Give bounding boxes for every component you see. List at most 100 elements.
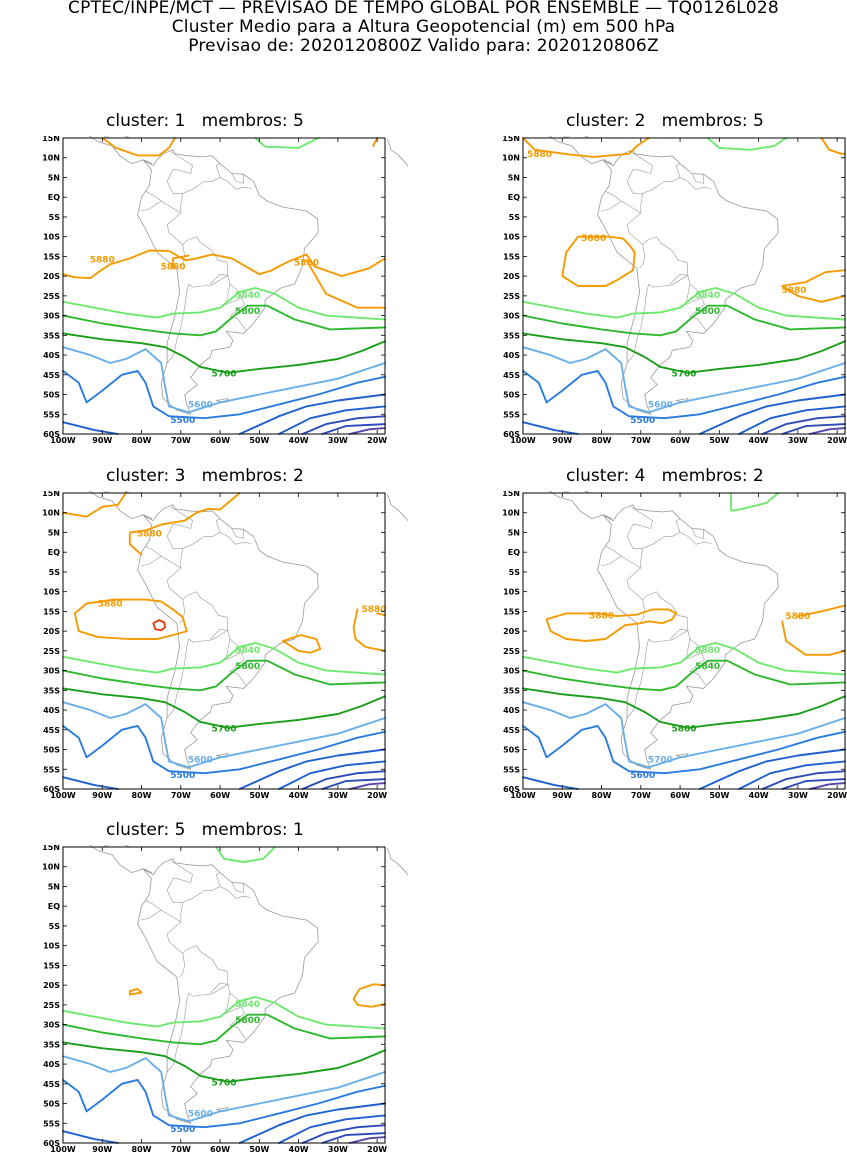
country-border [166,283,189,364]
central-america-coast [88,491,153,520]
contour-label: 5880 [137,529,162,539]
contour-label: 5880 [695,646,720,656]
contour-5880 [376,612,386,617]
longitude-tick-label: 60W [210,1145,230,1154]
latitude-tick-label: 25S [43,647,60,656]
latitude-tick-label: 40S [503,351,520,360]
contour-5400 [238,748,386,790]
longitude-tick-label: 80W [132,791,152,800]
latitude-tick-label: 10S [43,942,60,951]
country-border [145,900,162,911]
contour-5500 [522,369,846,420]
forecast-validity-line: Previsao de: 2020120800Z Valido para: 20… [188,36,659,56]
contour-label: 5840 [235,1000,260,1010]
country-border [188,982,229,997]
latitude-tick-label: 60S [43,1139,60,1148]
longitude-tick-label: 100W [510,791,536,800]
latitude-tick-label: 25S [503,292,520,301]
country-border [231,173,244,184]
latitude-tick-label: 30S [43,312,60,321]
latitude-tick-label: 25S [43,1001,60,1010]
map-frame [62,492,386,790]
contour-5700 [62,687,386,729]
latitude-tick-label: 10S [503,588,520,597]
central-america-coast [548,136,613,165]
longitude-tick-label: 90W [552,791,572,800]
latitude-tick-label: 30S [43,1021,60,1030]
contour-5880 [172,254,190,270]
contour-5400 [278,1114,386,1144]
cluster-panel-title: cluster: 5 membros: 1 [106,820,304,840]
latitude-tick-label: 50S [43,746,60,755]
contour-label: 5500 [170,771,195,781]
contour-5400 [238,1102,386,1144]
country-border [145,191,162,202]
latitude-tick-label: 35S [43,1040,60,1049]
contour-5600 [62,701,386,769]
country-border [215,518,221,533]
latitude-tick-label: 50S [43,1100,60,1109]
latitude-tick-label: 60S [503,785,520,794]
latitude-tick-label: 30S [43,667,60,676]
longitude-tick-label: 80W [592,436,612,445]
contour-5840 [62,996,386,1030]
longitude-tick-label: 70W [631,791,651,800]
longitude-tick-label: 70W [171,791,191,800]
country-border [639,591,706,685]
latitude-tick-label: 30S [503,312,520,321]
contour-label: 5880 [160,262,185,272]
latitude-tick-label: EQ [48,902,60,911]
contour-5880 [781,285,846,303]
longitude-tick-label: 70W [171,1145,191,1154]
south-america-coast [137,858,319,1124]
contour-5800 [522,304,846,337]
south-america-coast [597,149,779,415]
contour-label: 5880 [98,600,123,610]
latitude-tick-label: 15S [43,607,60,616]
country-border [600,200,641,214]
country-border [675,518,681,533]
contour-label: 5880 [294,258,319,268]
contour-label: 5600 [188,1109,213,1119]
longitude-tick-label: 50W [249,1145,269,1154]
longitude-tick-label: 50W [709,436,729,445]
country-border [626,506,653,549]
longitude-tick-label: 90W [92,791,112,800]
contour-label: 5800 [235,662,260,672]
contour-label: 5500 [170,416,195,426]
contour-5600 [62,1055,386,1123]
contour-label: 5600 [630,771,655,781]
country-border [140,200,181,214]
latitude-tick-label: 45S [503,726,520,735]
contour-5880 [796,604,846,618]
contour-5600 [62,346,386,414]
country-border [685,283,702,305]
latitude-tick-label: 10N [502,154,520,163]
latitude-tick-label: 20S [503,272,520,281]
longitude-tick-label: 40W [749,791,769,800]
latitude-tick-label: 20S [503,627,520,636]
longitude-tick-label: 20W [367,436,387,445]
longitude-tick-label: 80W [132,1145,152,1154]
country-border [231,882,244,893]
longitude-tick-label: 40W [289,436,309,445]
country-border [179,236,246,330]
latitude-tick-label: 5N [508,173,520,182]
latitude-tick-label: 15N [42,491,60,498]
country-border [166,532,252,600]
contour-label: 5880 [589,611,614,621]
contour-5880 [561,235,636,287]
contour-5400 [738,760,846,790]
latitude-tick-label: 40S [43,351,60,360]
contour-5880 [352,608,386,652]
contour-label: 5880 [361,605,386,615]
longitude-tick-label: 20W [827,791,847,800]
contour-5400 [698,748,846,790]
latitude-tick-label: EQ [48,193,60,202]
figure-title: CPTEC/INPE/MCT — PREVISAO DE TEMPO GLOBA… [68,0,779,18]
latitude-tick-label: 5N [48,882,60,891]
longitude-tick-label: 50W [709,791,729,800]
africa-coast [386,848,408,876]
longitude-tick-label: 50W [249,791,269,800]
contour-5300 [781,423,846,435]
